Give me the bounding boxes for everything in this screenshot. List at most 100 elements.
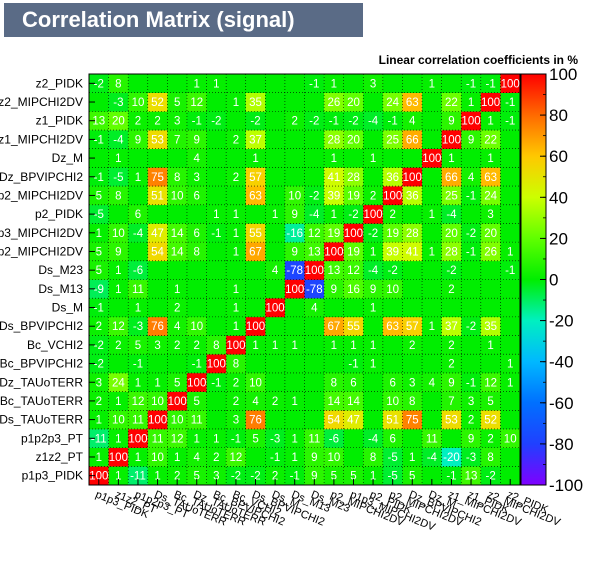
cell-value-label: 2: [389, 209, 395, 221]
heatmap-cell: [324, 130, 344, 150]
heatmap-cell: [422, 279, 442, 299]
cell-value-label: -16: [286, 228, 303, 240]
heatmap-cell: [382, 130, 403, 150]
heatmap-cell: [324, 204, 344, 224]
cell-value-label: -1: [231, 433, 241, 445]
cell-value-label: 10: [112, 415, 125, 427]
heatmap-cell: [480, 223, 501, 243]
heatmap-cell: [422, 410, 442, 430]
cell-value-label: -3: [133, 321, 143, 333]
cell-value-label: 9: [370, 284, 376, 296]
heatmap-cell: [89, 316, 109, 336]
cell-value-label: 10: [249, 377, 262, 389]
cell-value-label: 1: [370, 246, 376, 258]
heatmap-cell: [500, 186, 521, 206]
cell-value-label: 9: [311, 471, 317, 483]
heatmap-cell: [343, 204, 364, 224]
heatmap-cell: [500, 148, 521, 168]
heatmap-cell: [89, 354, 109, 374]
cell-value-label: 2: [135, 116, 141, 128]
heatmap-cell: [226, 428, 247, 448]
heatmap-cell: [186, 298, 207, 318]
heatmap-cell: [167, 130, 188, 150]
heatmap-cell: [480, 410, 501, 430]
heatmap-cell: [186, 447, 207, 467]
heatmap-cell: [461, 447, 482, 467]
cell-value-label: 10: [151, 396, 164, 408]
cell-value-label: 1: [252, 153, 258, 165]
heatmap-cell: [500, 410, 521, 430]
y-tick-label: Ds_M23: [38, 263, 83, 277]
cell-value-label: 2: [154, 116, 160, 128]
heatmap-cell: [245, 111, 266, 131]
cell-value-label: -2: [250, 116, 260, 128]
cell-value-label: 11: [191, 415, 203, 427]
cell-value-label: 28: [406, 228, 419, 240]
heatmap-cell: [382, 223, 403, 243]
cell-value-label: 2: [448, 359, 454, 371]
heatmap-cell: [500, 316, 521, 336]
cell-value-label: 66: [406, 134, 419, 146]
heatmap-cell: [461, 354, 482, 374]
cell-value-label: 5: [135, 340, 141, 352]
heatmap-cell: [265, 391, 286, 411]
heatmap-cell: [245, 92, 266, 112]
heatmap-cell: [206, 223, 227, 243]
cell-value-label: 4: [468, 172, 475, 184]
cell-value-label: 100: [305, 265, 324, 277]
heatmap-cell: [186, 335, 207, 355]
heatmap-cell: [167, 92, 188, 112]
heatmap-cell: [108, 223, 129, 243]
heatmap-cell: [108, 372, 129, 392]
cell-value-label: 100: [501, 78, 520, 90]
cell-value-label: 24: [484, 190, 497, 202]
heatmap-cell: [226, 410, 247, 430]
heatmap-cell: [363, 92, 384, 112]
cell-value-label: 8: [487, 452, 493, 464]
heatmap-cell: [245, 410, 266, 430]
cell-value-label: 9: [448, 377, 454, 389]
heatmap-cell: [441, 74, 462, 93]
cell-value-label: 1: [115, 433, 121, 445]
cell-value-label: 11: [426, 433, 438, 445]
cell-value-label: -3: [466, 452, 476, 464]
cell-value-label: 13: [92, 116, 105, 128]
heatmap-cell: [402, 148, 423, 168]
cell-value-label: 19: [327, 228, 340, 240]
cell-value-label: -2: [348, 116, 358, 128]
y-tick-label: z2_PIDK: [36, 76, 83, 90]
cell-value-label: 1: [331, 78, 337, 90]
cell-value-label: 2: [272, 471, 278, 483]
heatmap-cell: [265, 92, 286, 112]
cell-value-label: -4: [113, 134, 124, 146]
heatmap-cell: [147, 74, 168, 93]
heatmap-cell: [422, 204, 442, 224]
cell-value-label: 1: [429, 321, 435, 333]
heatmap-cell: [461, 148, 482, 168]
y-tick-label: z2_MIPCHI2DV: [0, 95, 83, 109]
heatmap-cell: [108, 354, 129, 374]
cell-value-label: 14: [327, 396, 340, 408]
cell-value-label: 2: [115, 340, 121, 352]
y-tick-label: Bc_TAUoTERR: [0, 394, 83, 408]
cell-value-label: -2: [211, 116, 221, 128]
heatmap-cell: [324, 410, 344, 430]
heatmap-cell: [304, 410, 325, 430]
heatmap-cell: [147, 335, 168, 355]
heatmap-cell: [128, 167, 149, 187]
heatmap-cell: [89, 186, 109, 206]
heatmap-cell: [284, 92, 305, 112]
heatmap-cell: [245, 279, 266, 299]
cell-value-label: 100: [168, 396, 187, 408]
cell-value-label: 1: [272, 209, 278, 221]
heatmap-cell: [245, 391, 266, 411]
cell-value-label: 100: [226, 340, 245, 352]
heatmap-cell: [304, 335, 325, 355]
cell-value-label: 2: [174, 303, 180, 315]
heatmap-cell: [265, 260, 286, 280]
color-scale-label: 0: [549, 271, 558, 290]
heatmap-cell: [147, 92, 168, 112]
cell-value-label: 100: [442, 134, 461, 146]
heatmap-cell: [167, 372, 188, 392]
heatmap-cell: [265, 74, 286, 93]
